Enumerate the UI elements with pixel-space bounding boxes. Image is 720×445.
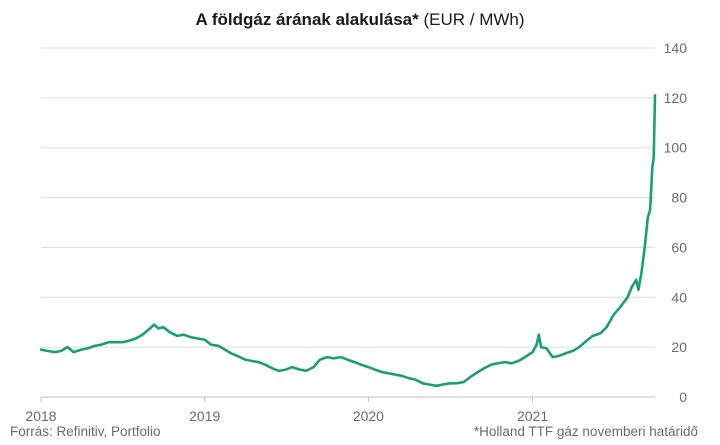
x-tick-label: 2019 xyxy=(189,408,220,424)
y-tick-label: 80 xyxy=(671,190,687,206)
y-tick-label: 20 xyxy=(671,339,687,355)
y-tick-label: 140 xyxy=(664,40,688,56)
y-tick-label: 60 xyxy=(671,239,687,255)
y-tick-label: 120 xyxy=(664,90,688,106)
x-tick-label: 2021 xyxy=(517,408,548,424)
chart-title-main: A földgáz árának alakulása* xyxy=(195,10,419,29)
y-tick-label: 40 xyxy=(671,289,687,305)
footnote: *Holland TTF gáz novemberi határidő xyxy=(473,424,698,439)
series-line xyxy=(39,94,657,388)
chart-title-unit: (EUR / MWh) xyxy=(423,10,525,29)
source-note: Forrás: Refinitiv, Portfolio xyxy=(10,424,161,439)
y-tick-label: 100 xyxy=(664,140,688,156)
x-tick-label: 2018 xyxy=(25,408,56,424)
y-axis: 0 20 40 60 80 100 120 140 xyxy=(664,40,688,405)
y-tick-label: 0 xyxy=(679,389,687,405)
grid-lines xyxy=(41,47,655,398)
x-axis: 2018 2019 2020 2021 xyxy=(25,397,548,424)
x-tick-label: 2020 xyxy=(353,408,384,424)
chart-title: A földgáz árának alakulása* (EUR / MWh) xyxy=(0,10,720,30)
